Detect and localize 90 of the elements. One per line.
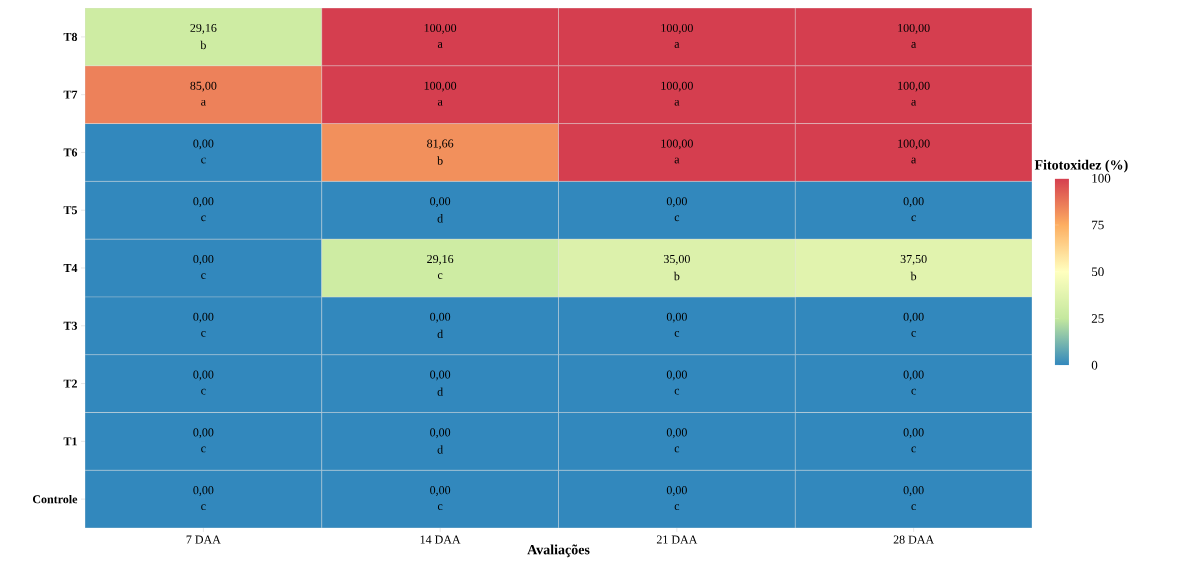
data-label: 0,00 <box>430 370 451 381</box>
color-bar-label: 50 <box>1092 267 1104 277</box>
data-label: 100,00 <box>898 23 930 34</box>
data-label: 0,00 <box>666 428 687 439</box>
data-label: 0,00 <box>430 428 451 439</box>
annotation: c <box>911 388 916 395</box>
data-label: 0,00 <box>903 486 924 496</box>
data-label: 0,00 <box>903 428 924 439</box>
annotation: a <box>911 99 917 106</box>
data-label: 0,00 <box>666 486 687 496</box>
data-label: 0,00 <box>193 486 214 496</box>
data-label: 0,00 <box>666 370 687 381</box>
data-label: 0,00 <box>903 197 924 208</box>
annotation: a <box>437 42 443 48</box>
color-bar-title: Fitotoxidez (%) <box>1034 159 1128 173</box>
data-label: 100,00 <box>661 139 693 150</box>
annotation: c <box>201 215 206 222</box>
annotation: a <box>674 99 680 106</box>
annotation: b <box>910 271 917 281</box>
annotation: c <box>201 388 206 395</box>
annotation: d <box>437 214 443 223</box>
annotation: c <box>674 388 680 395</box>
annotation: c <box>201 157 206 164</box>
annotation: c <box>674 330 680 337</box>
annotation: c <box>437 504 443 511</box>
annotation: a <box>437 99 443 106</box>
data-label: 0,00 <box>666 197 687 208</box>
data-label: 0,00 <box>430 197 451 208</box>
annotation: a <box>201 99 206 106</box>
annotation: c <box>201 273 206 279</box>
annotation: a <box>674 157 680 164</box>
y-tick-label: T6 <box>63 148 78 157</box>
y-tick-label: T3 <box>63 321 78 330</box>
data-label: 100,00 <box>661 23 693 34</box>
data-label: 35,00 <box>663 255 690 265</box>
y-tick-label: T7 <box>63 90 78 99</box>
data-label: 0,00 <box>903 312 924 323</box>
annotation: b <box>200 40 206 50</box>
data-label: 0,00 <box>193 139 214 150</box>
data-label: 100,00 <box>661 81 693 92</box>
annotation: b <box>437 156 443 165</box>
y-tick-label: T4 <box>63 264 78 272</box>
annotation: c <box>911 504 916 511</box>
x-tick-label: 21 DAA <box>656 535 698 544</box>
data-label: 0,00 <box>193 370 214 381</box>
color-bar-label: 75 <box>1092 220 1104 230</box>
annotation: c <box>437 273 443 279</box>
data-label: 100,00 <box>424 23 457 34</box>
color-bar-label: 25 <box>1091 314 1104 323</box>
annotation: c <box>911 446 916 453</box>
data-label: 100,00 <box>898 81 930 92</box>
data-label: 81,66 <box>427 139 454 150</box>
data-label: 29,16 <box>190 23 217 34</box>
data-label: 0,00 <box>193 197 214 208</box>
data-label: 0,00 <box>666 312 687 323</box>
y-tick-label: T2 <box>63 379 77 388</box>
data-label: 37,50 <box>900 255 927 265</box>
annotation: c <box>201 446 206 453</box>
annotation: c <box>674 446 680 453</box>
data-label: 29,16 <box>427 255 454 265</box>
annotation: c <box>201 330 206 337</box>
data-label: 0,00 <box>193 428 214 439</box>
x-tick-label: 7 DAA <box>186 535 221 544</box>
data-label: 85,00 <box>190 81 217 92</box>
annotation: c <box>674 215 680 222</box>
x-axis-title: Avaliações <box>527 544 590 558</box>
x-tick-label: 14 DAA <box>420 535 461 544</box>
data-label: 0,00 <box>430 486 451 496</box>
annotation: c <box>674 504 680 511</box>
annotation: a <box>911 42 917 48</box>
annotation: c <box>201 504 206 511</box>
data-label: 0,00 <box>193 312 214 323</box>
data-label: 0,00 <box>430 312 451 323</box>
x-tick-label: 28 DAA <box>893 535 935 544</box>
annotation: d <box>437 445 443 454</box>
data-label: 100,00 <box>424 81 457 92</box>
annotation: c <box>911 215 916 222</box>
y-tick-label: T8 <box>63 32 78 41</box>
annotation: d <box>437 329 443 339</box>
y-tick-label: Controle <box>32 494 78 504</box>
annotation: c <box>911 330 916 337</box>
data-label: 0,00 <box>903 370 924 381</box>
y-tick-label: T1 <box>63 437 77 446</box>
annotation: d <box>437 387 443 396</box>
data-label: 0,00 <box>193 255 214 265</box>
y-tick-label: T5 <box>63 206 78 215</box>
annotation: a <box>674 42 680 48</box>
color-bar-label: 100 <box>1092 173 1111 183</box>
annotation: b <box>673 271 680 281</box>
color-bar-label: 0 <box>1091 360 1098 370</box>
